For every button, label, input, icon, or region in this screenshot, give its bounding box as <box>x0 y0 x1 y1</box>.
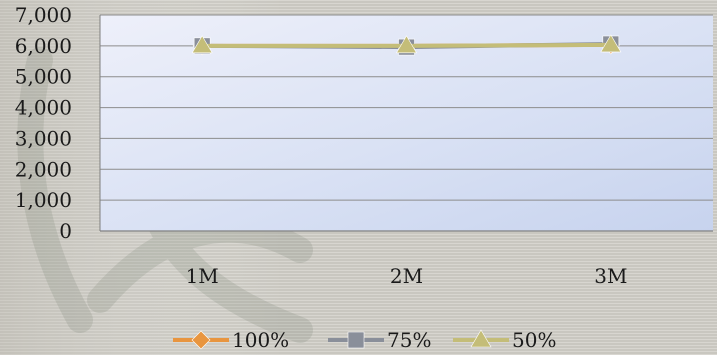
legend-item: 100% <box>173 328 289 352</box>
y-axis: 0 1,000 2,000 3,000 4,000 5,000 6,000 7,000 <box>15 3 101 243</box>
x-axis: 1M 2M 3M <box>186 264 628 288</box>
legend-item: 75% <box>328 328 431 352</box>
y-tick-label: 1,000 <box>15 188 72 212</box>
legend-label: 75% <box>387 328 431 352</box>
y-tick-label: 7,000 <box>15 3 72 27</box>
data-point <box>191 35 213 54</box>
data-point <box>600 34 622 53</box>
data-point <box>470 329 492 348</box>
data-point <box>191 330 211 350</box>
legend-label: 100% <box>232 328 289 352</box>
data-point <box>395 35 418 54</box>
series-2 <box>191 34 622 54</box>
legend-item: 50% <box>453 328 556 352</box>
grid-lines <box>100 14 713 232</box>
y-tick-label: 6,000 <box>15 34 72 58</box>
legend: 100% 75% 50% <box>173 328 556 352</box>
y-tick-label: 2,000 <box>15 157 72 181</box>
data-point <box>347 331 365 349</box>
y-tick-label: 5,000 <box>15 65 72 89</box>
x-tick-label: 3M <box>594 264 627 288</box>
x-tick-label: 2M <box>390 264 423 288</box>
legend-label: 50% <box>512 328 556 352</box>
y-tick-label: 0 <box>59 219 72 243</box>
series-layer <box>191 34 622 56</box>
y-tick-label: 4,000 <box>15 96 72 120</box>
x-tick-label: 1M <box>186 264 219 288</box>
y-tick-label: 3,000 <box>15 126 72 150</box>
